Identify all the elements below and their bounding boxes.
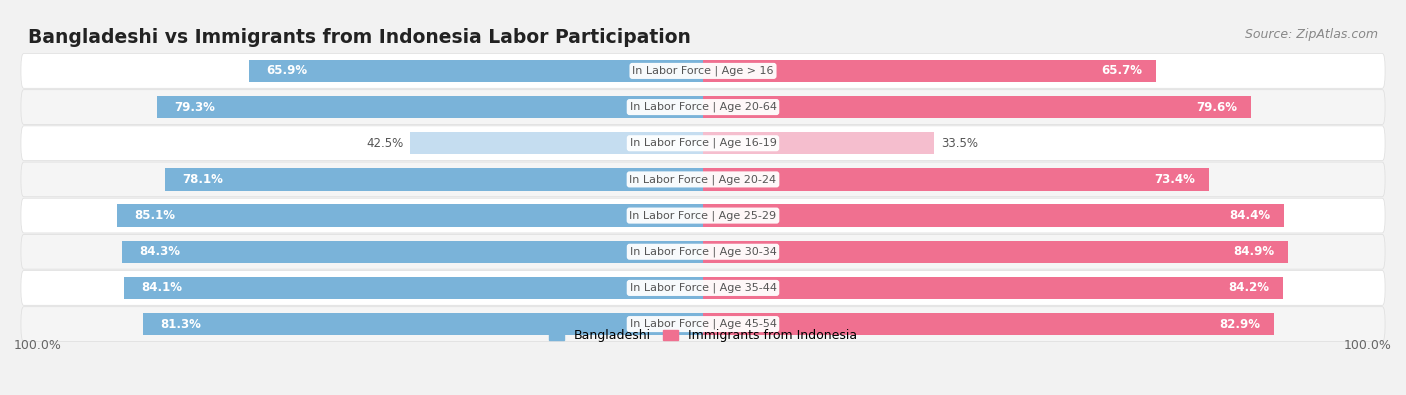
Bar [703,277,1284,299]
Bar [249,60,703,82]
Bar [156,96,703,118]
Text: In Labor Force | Age 30-34: In Labor Force | Age 30-34 [630,246,776,257]
Text: 81.3%: 81.3% [160,318,201,331]
Text: In Labor Force | Age 16-19: In Labor Force | Age 16-19 [630,138,776,149]
Text: In Labor Force | Age 20-24: In Labor Force | Age 20-24 [630,174,776,185]
Legend: Bangladeshi, Immigrants from Indonesia: Bangladeshi, Immigrants from Indonesia [544,324,862,347]
FancyBboxPatch shape [21,307,1385,341]
Bar [703,241,1288,263]
FancyBboxPatch shape [21,198,1385,233]
Bar [703,204,1285,227]
Text: Source: ZipAtlas.com: Source: ZipAtlas.com [1244,28,1378,41]
Bar [703,313,1274,335]
Text: In Labor Force | Age > 16: In Labor Force | Age > 16 [633,66,773,76]
Text: 33.5%: 33.5% [941,137,977,150]
Text: 79.6%: 79.6% [1197,101,1237,114]
Bar [165,168,703,191]
FancyBboxPatch shape [21,234,1385,269]
Bar [703,168,1209,191]
Text: 65.9%: 65.9% [266,64,308,77]
Text: 84.1%: 84.1% [141,281,181,294]
Text: Bangladeshi vs Immigrants from Indonesia Labor Participation: Bangladeshi vs Immigrants from Indonesia… [28,28,690,47]
FancyBboxPatch shape [21,162,1385,197]
Text: 82.9%: 82.9% [1219,318,1260,331]
Text: In Labor Force | Age 20-64: In Labor Force | Age 20-64 [630,102,776,112]
Text: 42.5%: 42.5% [366,137,404,150]
Text: 84.9%: 84.9% [1233,245,1274,258]
Text: 84.4%: 84.4% [1230,209,1271,222]
FancyBboxPatch shape [21,271,1385,305]
Bar [411,132,703,154]
Text: 85.1%: 85.1% [134,209,174,222]
FancyBboxPatch shape [21,54,1385,88]
Text: 78.1%: 78.1% [183,173,224,186]
Bar [703,96,1251,118]
Text: 73.4%: 73.4% [1154,173,1195,186]
Bar [703,132,934,154]
FancyBboxPatch shape [21,90,1385,124]
Text: 100.0%: 100.0% [1344,339,1392,352]
Bar [143,313,703,335]
Text: 79.3%: 79.3% [174,101,215,114]
Text: In Labor Force | Age 25-29: In Labor Force | Age 25-29 [630,210,776,221]
Text: 100.0%: 100.0% [14,339,62,352]
FancyBboxPatch shape [21,126,1385,161]
Text: 65.7%: 65.7% [1101,64,1142,77]
Bar [124,277,703,299]
Text: 84.3%: 84.3% [139,245,180,258]
Bar [122,241,703,263]
Text: 84.2%: 84.2% [1229,281,1270,294]
Text: In Labor Force | Age 45-54: In Labor Force | Age 45-54 [630,319,776,329]
Bar [117,204,703,227]
Text: In Labor Force | Age 35-44: In Labor Force | Age 35-44 [630,283,776,293]
Bar [703,60,1156,82]
